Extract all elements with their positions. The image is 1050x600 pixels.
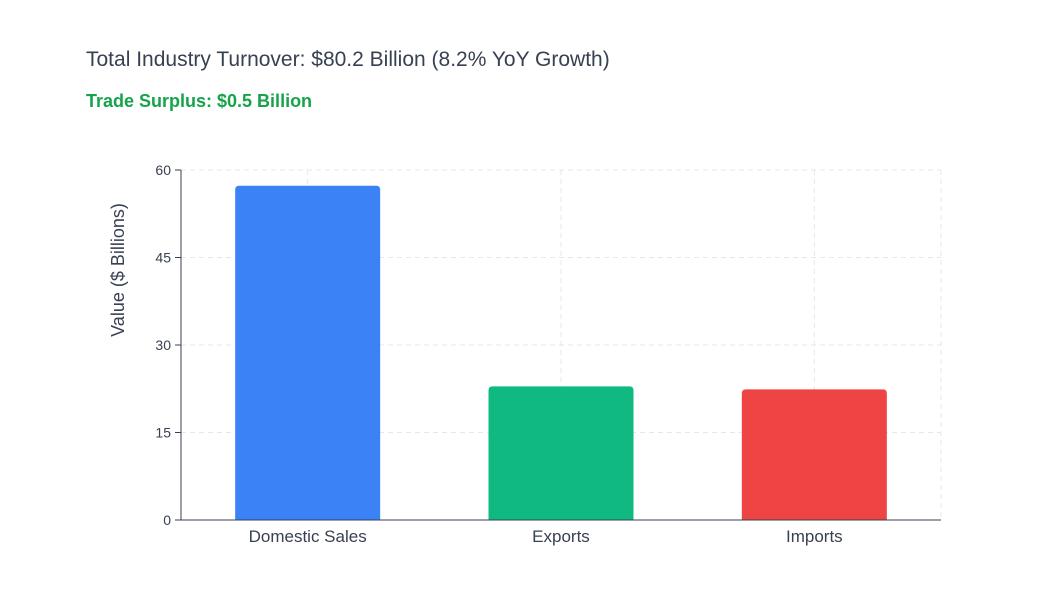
bar-exports[interactable] bbox=[488, 386, 634, 520]
y-axis-label: Value ($ Billions) bbox=[108, 203, 128, 337]
x-tick-label: Exports bbox=[532, 527, 590, 546]
y-tick-label: 60 bbox=[155, 162, 171, 178]
x-tick-label: Domestic Sales bbox=[249, 527, 367, 546]
trade-surplus-subtitle: Trade Surplus: $0.5 Billion bbox=[86, 91, 313, 111]
y-tick-label: 15 bbox=[155, 425, 171, 441]
bar-layer bbox=[235, 185, 887, 520]
y-tick-label: 45 bbox=[155, 250, 171, 266]
bar-domestic-sales[interactable] bbox=[235, 185, 381, 520]
y-tick-label: 30 bbox=[155, 337, 171, 353]
axis-layer: 0 15 30 45 60 Domestic Sales Exports Imports bbox=[155, 162, 941, 546]
x-tick-label: Imports bbox=[786, 527, 843, 546]
bar-imports[interactable] bbox=[741, 389, 887, 520]
y-tick-label: 0 bbox=[163, 512, 171, 528]
chart-title: Total Industry Turnover: $80.2 Billion (… bbox=[86, 48, 610, 71]
